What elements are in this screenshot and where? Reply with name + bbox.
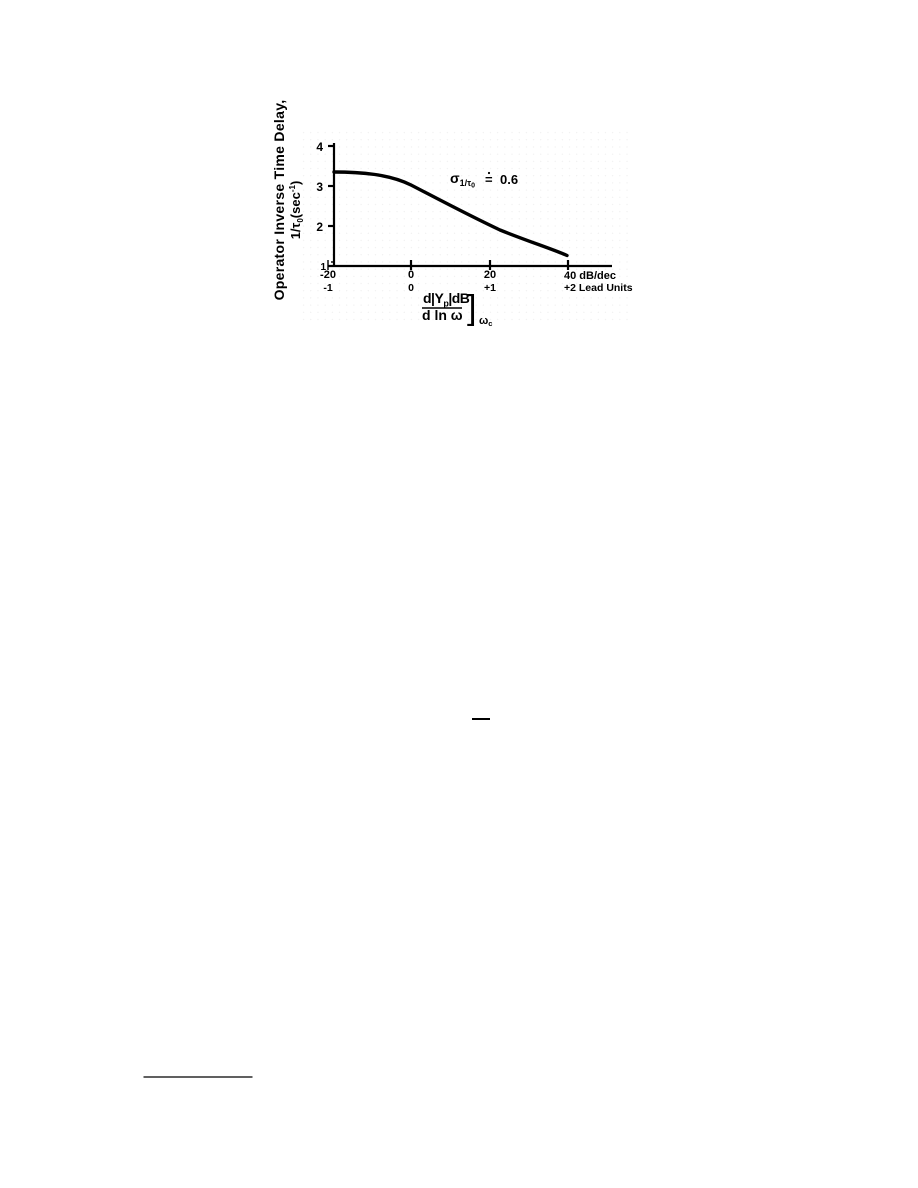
svg-text:=: = bbox=[485, 172, 493, 187]
svg-text:-1: -1 bbox=[323, 282, 332, 294]
svg-text:d|Yp|dB: d|Yp|dB bbox=[423, 290, 470, 309]
svg-text:0: 0 bbox=[408, 269, 414, 281]
svg-text:ωc: ωc bbox=[479, 315, 492, 328]
svg-text:d ln ω: d ln ω bbox=[422, 307, 463, 323]
svg-text:1/τ0(sec-1): 1/τ0(sec-1) bbox=[288, 181, 305, 240]
svg-text:0: 0 bbox=[408, 282, 414, 294]
svg-text:σ1/τ0: σ1/τ0 bbox=[450, 170, 475, 190]
svg-text:+2 Lead Units: +2 Lead Units bbox=[564, 282, 633, 294]
svg-text:40 dB/dec: 40 dB/dec bbox=[564, 270, 616, 282]
svg-text:Operator Inverse Time Delay,: Operator Inverse Time Delay, bbox=[271, 100, 287, 301]
svg-text:0.6: 0.6 bbox=[500, 172, 518, 187]
svg-text:]: ] bbox=[467, 289, 476, 327]
svg-text:-20: -20 bbox=[320, 269, 336, 281]
svg-text:+1: +1 bbox=[484, 282, 496, 294]
svg-text:4: 4 bbox=[316, 140, 323, 154]
svg-text:3: 3 bbox=[316, 180, 323, 194]
svg-text:20: 20 bbox=[484, 269, 496, 281]
svg-text:2: 2 bbox=[316, 220, 323, 234]
